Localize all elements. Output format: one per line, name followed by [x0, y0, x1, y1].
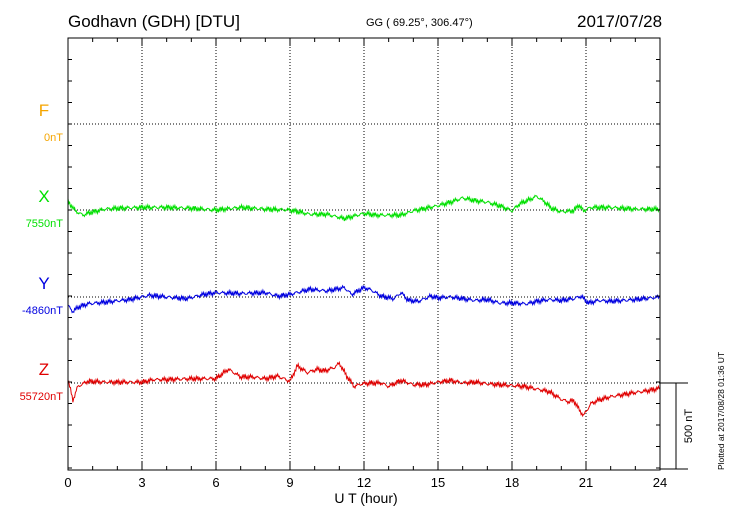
component-label: Z	[39, 360, 49, 379]
x-axis-tick-labels: 0 3 6 9 12 15 18 21 24	[64, 475, 667, 490]
plot-date: 2017/07/28	[577, 12, 663, 31]
component-label: X	[38, 187, 49, 206]
trace-x	[67, 194, 661, 222]
component-traces	[67, 194, 661, 418]
component-label: Y	[38, 274, 49, 293]
x-tick-label: 6	[212, 475, 219, 490]
component-baseline-label: 0nT	[44, 132, 63, 144]
x-tick-label: 21	[579, 475, 593, 490]
x-tick-label: 15	[431, 475, 445, 490]
trace-y	[67, 284, 661, 314]
scale-bar: 500 nT	[660, 382, 695, 470]
component-baseline-label: 7550nT	[26, 218, 64, 230]
component-labels: F 0nT X 7550nT Y -4860nT Z 55720nT	[20, 101, 64, 403]
station-coordinates: GG ( 69.25°, 306.47°)	[366, 17, 473, 29]
component-baseline-label: -4860nT	[22, 305, 63, 317]
component-label: F	[39, 101, 49, 120]
scale-bar-label: 500 nT	[683, 409, 695, 444]
x-tick-label: 18	[505, 475, 519, 490]
x-tick-label: 3	[138, 475, 145, 490]
grid-lines	[68, 38, 660, 470]
x-tick-label: 9	[286, 475, 293, 490]
x-tick-label: 0	[64, 475, 71, 490]
x-axis-label: U T (hour)	[334, 490, 397, 506]
x-tick-label: 12	[357, 475, 371, 490]
trace-z	[67, 360, 661, 418]
x-axis-ticks	[67, 38, 661, 470]
component-baseline-label: 55720nT	[20, 391, 64, 403]
station-title: Godhavn (GDH) [DTU]	[68, 12, 240, 31]
plotted-timestamp: Plotted at 2017/08/28 01:36 UT	[716, 351, 726, 470]
x-tick-label: 24	[653, 475, 667, 490]
